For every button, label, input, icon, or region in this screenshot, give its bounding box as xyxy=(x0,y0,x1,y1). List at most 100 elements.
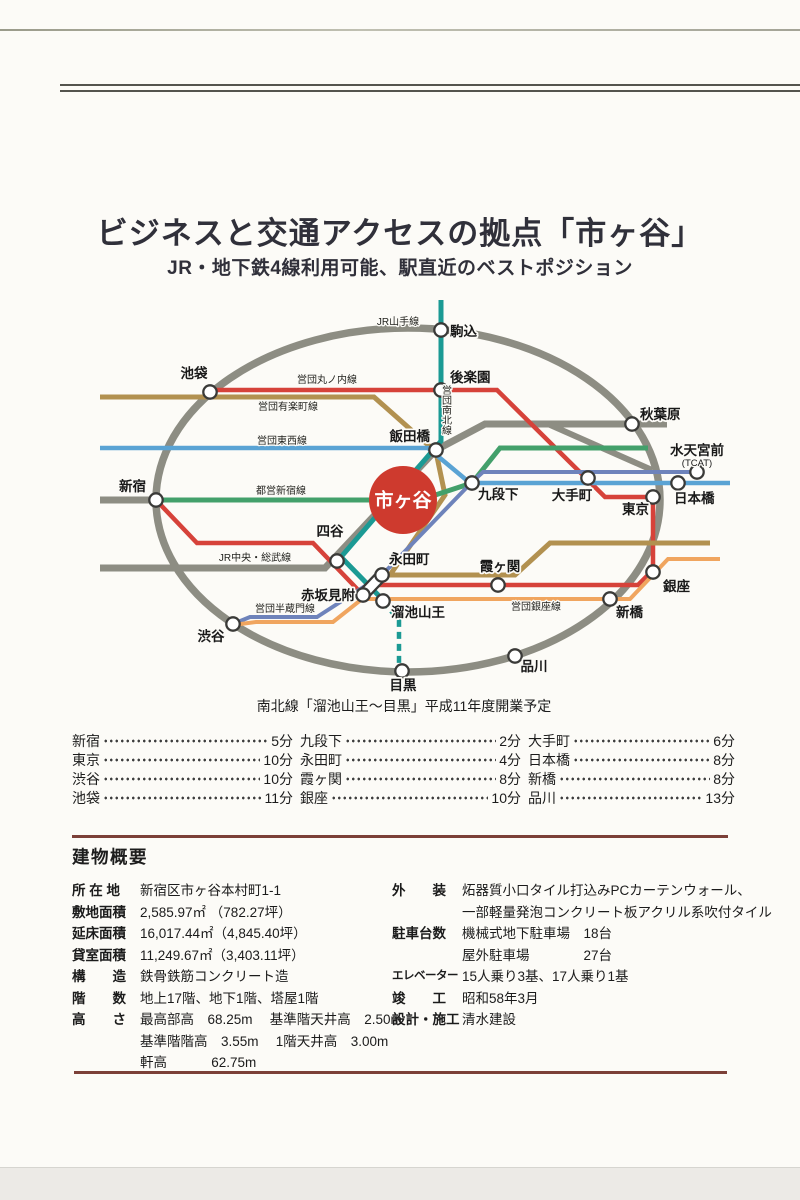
building-spec-label: 所 在 地 xyxy=(72,883,121,898)
building-spec-label: 外 装 xyxy=(392,883,446,898)
building-spec-row: 敷地面積 2,585.97㎡ （782.27坪） xyxy=(72,902,392,924)
travel-times-table: 新宿 5分 東京 10分 渋谷 10分 池袋 11分 九段下 2分 永田町 4分 霞ヶ関 8分 銀座 10分大… xyxy=(72,731,735,807)
building-spec-value: 機械式地下駐車場 18台 屋外駐車場 27台 xyxy=(462,926,613,963)
building-spec-label: 竣 工 xyxy=(392,990,446,1006)
rail-line-label: JR中央・総武線 xyxy=(219,551,291,564)
rail-line-label: 営団東西線 xyxy=(257,434,307,447)
building-spec-value: 新宿区市ヶ谷本村町1-1 xyxy=(140,883,282,898)
travel-time-value: 6分 xyxy=(713,732,735,749)
rail-line-label: 営団有楽町線 xyxy=(258,400,318,413)
rail-line-label: 都営新宿線 xyxy=(256,484,306,497)
building-spec-value: 昭和58年3月 xyxy=(462,990,539,1006)
travel-times-column: 大手町 6分 日本橋 8分 新橋 8分 品川 13分 xyxy=(528,731,735,807)
station-label-新宿: 新宿 xyxy=(119,478,146,494)
rail-line-label: 営団半蔵門線 xyxy=(255,602,315,615)
travel-time-station: 日本橋 xyxy=(528,751,570,768)
station-marker-新宿 xyxy=(148,492,164,508)
station-marker-四谷 xyxy=(329,553,345,569)
travel-time-station: 東京 xyxy=(72,751,100,768)
building-spec-value: 鉄骨鉄筋コンクリート造 xyxy=(140,969,289,984)
travel-time-value: 4分 xyxy=(499,751,521,768)
building-spec-row: 構 造鉄骨鉄筋コンクリート造 xyxy=(72,966,392,988)
dot-leader xyxy=(559,788,703,807)
travel-time-station: 霞ヶ関 xyxy=(300,770,342,787)
station-label-飯田橋: 飯田橋 xyxy=(389,428,431,444)
station-label-四谷: 四谷 xyxy=(317,524,344,539)
station-label-池袋: 池袋 xyxy=(181,365,208,381)
bottom-rule xyxy=(74,1071,727,1074)
station-label-後楽園: 後楽園 xyxy=(450,369,491,385)
building-spec-row: 所 在 地 新宿区市ヶ谷本村町1-1 xyxy=(72,880,392,902)
station-label-赤坂見附: 赤坂見附 xyxy=(301,587,355,603)
station-marker-大手町 xyxy=(580,470,596,486)
station-marker-目黒 xyxy=(394,663,410,679)
rail-line-label: 営団銀座線 xyxy=(511,600,561,613)
building-spec-value: 16,017.44㎡（4,845.40坪） xyxy=(140,926,307,941)
dot-leader xyxy=(103,769,261,788)
station-marker-東京 xyxy=(645,489,661,505)
building-spec-value: 最高部高 68.25m 基準階天井高 2.50m 基準階階高 3.55m 1階天井… xyxy=(140,1012,402,1070)
building-spec-label: 敷地面積 xyxy=(72,904,126,920)
travel-time-row: 銀座 10分 xyxy=(300,788,521,807)
building-spec-label: 貸室面積 xyxy=(72,947,126,963)
building-spec-row: 竣 工昭和58年3月 xyxy=(392,988,742,1010)
building-spec-value: 炻器質小口タイル打込みPCカーテンウォール、 一部軽量発泡コンクリート板アクリル系… xyxy=(462,883,772,920)
building-spec-row: 貸室面積 11,249.67㎡（3,403.11坪） xyxy=(72,945,392,967)
station-label-水天宮前: 水天宮前 xyxy=(670,442,724,458)
rail-line-label: 営団南北線 xyxy=(442,384,452,437)
travel-time-row: 東京 10分 xyxy=(72,750,293,769)
dot-leader xyxy=(103,750,261,769)
station-marker-永田町 xyxy=(374,567,390,583)
station-marker-新橋 xyxy=(602,591,618,607)
station-label-秋葉原: 秋葉原 xyxy=(640,406,681,422)
travel-time-value: 10分 xyxy=(263,770,293,787)
building-spec-row: エレベーター 15人乗り3基、17人乗り1基 xyxy=(392,966,742,988)
travel-time-row: 霞ヶ関 8分 xyxy=(300,769,521,788)
hub-station-circle xyxy=(369,466,437,534)
station-marker-水天宮前 xyxy=(689,464,705,480)
building-spec-row: 階 数地上17階、地下1階、塔屋1階 xyxy=(72,988,392,1010)
station-sublabel: (TCAT) xyxy=(682,458,712,469)
travel-time-station: 品川 xyxy=(528,789,556,806)
building-spec-value: 2,585.97㎡ （782.27坪） xyxy=(140,904,292,920)
rail-line-営団東西線 xyxy=(100,445,730,486)
dot-leader xyxy=(103,731,269,750)
travel-time-row: 新宿 5分 xyxy=(72,731,293,750)
dot-leader xyxy=(573,731,711,750)
station-marker-池袋 xyxy=(202,384,218,400)
travel-time-value: 2分 xyxy=(499,732,521,749)
page-title: ビジネスと交通アクセスの拠点「市ヶ谷」 xyxy=(96,216,704,251)
travel-time-value: 8分 xyxy=(713,770,735,787)
page-subtitle: JR・地下鉄4線利用可能、駅直近のベストポジション xyxy=(167,258,633,279)
building-spec-row: 高 さ最高部高 68.25m 基準階天井高 2.50m 基準階階高 3.55m 1… xyxy=(72,1009,402,1074)
travel-time-row: 池袋 11分 xyxy=(72,788,293,807)
travel-time-station: 池袋 xyxy=(72,789,100,806)
rail-line-label: 営団丸ノ内線 xyxy=(297,373,357,386)
building-spec-label: 階 数 xyxy=(72,990,126,1006)
station-label-銀座: 銀座 xyxy=(663,578,691,594)
travel-times-column: 九段下 2分 永田町 4分 霞ヶ関 8分 銀座 10分 xyxy=(300,731,521,807)
travel-time-value: 5分 xyxy=(271,732,293,749)
station-marker-駒込 xyxy=(433,322,449,338)
top-rule xyxy=(0,29,800,31)
building-spec-label: 構 造 xyxy=(72,969,126,984)
station-marker-渋谷 xyxy=(225,616,241,632)
building-spec-value: 11,249.67㎡（3,403.11坪） xyxy=(140,947,305,963)
travel-time-station: 九段下 xyxy=(300,732,342,749)
hub-station-label: 市ヶ谷 xyxy=(374,489,432,512)
station-label-溜池山王: 溜池山王 xyxy=(391,604,445,620)
travel-time-row: 大手町 6分 xyxy=(528,731,735,750)
travel-time-row: 永田町 4分 xyxy=(300,750,521,769)
travel-time-row: 渋谷 10分 xyxy=(72,769,293,788)
building-spec-value: 15人乗り3基、17人乗り1基 xyxy=(462,969,629,984)
travel-time-value: 13分 xyxy=(705,789,735,806)
station-marker-銀座 xyxy=(645,564,661,580)
building-spec-label: 高 さ xyxy=(72,1012,126,1027)
station-label-渋谷: 渋谷 xyxy=(198,628,225,644)
building-overview-heading: 建物概要 xyxy=(72,847,148,867)
travel-time-station: 新橋 xyxy=(528,770,556,787)
station-marker-品川 xyxy=(507,648,523,664)
dot-leader xyxy=(331,788,489,807)
